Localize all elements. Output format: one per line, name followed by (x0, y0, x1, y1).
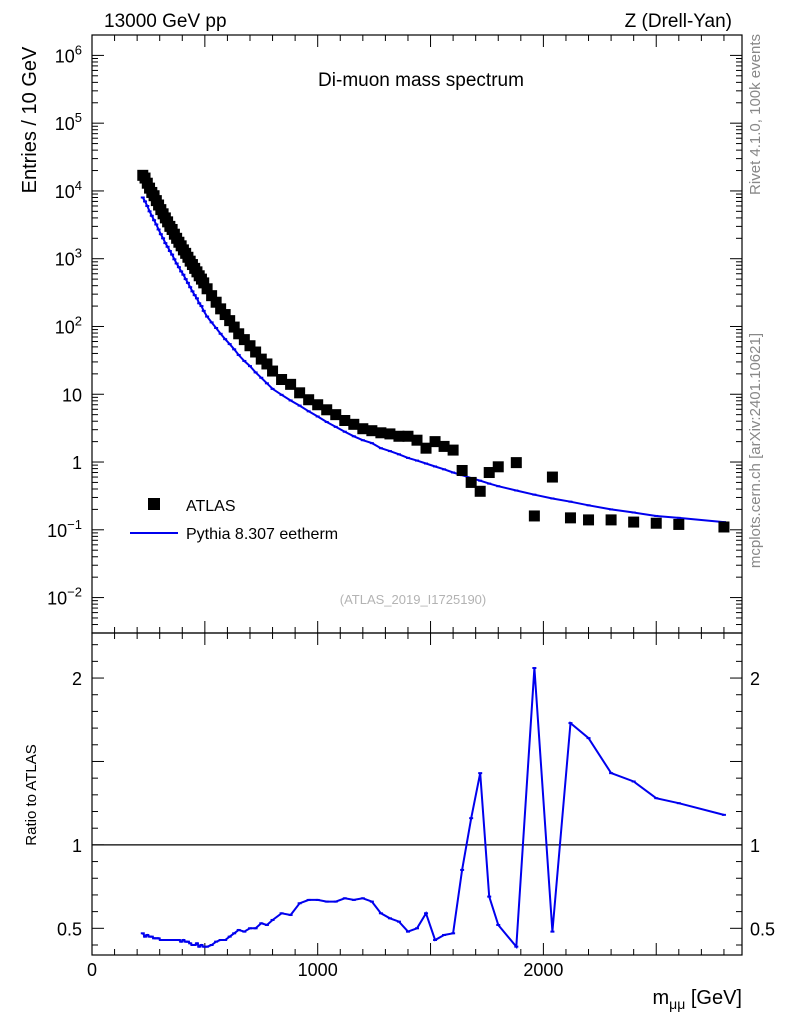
rivet-version-label: Rivet 4.1.0, 100k events (747, 34, 764, 195)
atlas-data-point (420, 442, 432, 454)
atlas-data-point (294, 387, 306, 399)
main-y-tick-label: 103 (55, 246, 82, 270)
analysis-tag-label: (ATLAS_2019_I1725190) (340, 592, 486, 607)
legend-marker-atlas (148, 498, 160, 510)
atlas-data-point (474, 485, 486, 497)
atlas-data-point (384, 428, 396, 440)
main-y-tick-label: 106 (55, 42, 82, 66)
main-y-tick-label: 105 (55, 110, 82, 134)
main-y-tick-label: 104 (55, 178, 82, 202)
ratio-y-tick-label-right: 2 (750, 669, 760, 689)
atlas-data-point (206, 290, 218, 302)
main-y-tick-label: 10−1 (47, 517, 82, 541)
atlas-data-point (628, 516, 640, 528)
atlas-data-point (650, 517, 662, 529)
ratio-plot-frame (91, 632, 743, 956)
ratio-y-axis-label: Ratio to ATLAS (23, 744, 40, 845)
main-y-axis-label: Entries / 10 GeV (19, 46, 41, 193)
ratio-x-tick-label: 1000 (298, 960, 338, 980)
atlas-data-point (312, 399, 324, 411)
atlas-data-point (228, 321, 240, 333)
atlas-data-point (330, 409, 342, 421)
main-y-tick-label: 102 (55, 313, 82, 337)
atlas-data-point (564, 512, 576, 524)
ratio-y-axis-ticks: 0.5 0.5 1 1 2 2 (57, 644, 775, 946)
main-plot-title: Di-muon mass spectrum (318, 70, 524, 91)
atlas-data-point (429, 436, 441, 448)
pythia-series (140, 196, 726, 524)
atlas-data-point (605, 514, 617, 526)
atlas-data-point (238, 334, 250, 346)
main-y-tick-label: 10 (62, 385, 82, 405)
atlas-data-point (402, 430, 414, 442)
atlas-data-point (224, 315, 236, 327)
ratio-x-tick-label: 2000 (523, 960, 563, 980)
ratio-x-tick-label: 0 (87, 960, 97, 980)
atlas-data-point (267, 365, 279, 377)
main-y-tick-label: 10−2 (47, 585, 82, 609)
atlas-data-point (456, 464, 468, 476)
ratio-x-axis-ticks: 0 1000 2000 (87, 633, 725, 980)
atlas-data-point (250, 346, 262, 358)
atlas-data-point (348, 418, 360, 430)
atlas-series (137, 169, 730, 533)
atlas-data-point (321, 404, 333, 416)
atlas-data-point (546, 471, 558, 483)
mcplots-citation-label: mcplots.cern.ch [arXiv:2401.10621] (747, 333, 764, 568)
x-axis-label: mμμ [GeV] (652, 987, 742, 1012)
atlas-data-point (465, 476, 477, 488)
ratio-y-tick-label-right: 1 (750, 836, 760, 856)
atlas-data-point (438, 440, 450, 452)
ratio-y-tick-label: 0.5 (57, 919, 82, 939)
main-plot-panel: Di-muon mass spectrum (ATLAS_2019_I17251… (19, 34, 743, 634)
legend: ATLAS Pythia 8.307 eetherm (130, 498, 338, 543)
atlas-data-point (393, 430, 405, 442)
atlas-data-point (201, 283, 213, 295)
atlas-data-point (673, 518, 685, 530)
atlas-data-point (261, 358, 273, 370)
ratio-line (141, 667, 725, 950)
header-energy-label: 13000 GeV pp (104, 11, 227, 32)
atlas-data-point (510, 457, 522, 469)
legend-label-atlas: ATLAS (186, 498, 236, 515)
header-process-label: Z (Drell-Yan) (625, 11, 732, 32)
ratio-plot-panel: Ratio to ATLAS 0.5 0.5 1 1 2 2 0 1000 2000 (23, 632, 775, 980)
atlas-data-point (276, 374, 288, 386)
atlas-data-point (215, 303, 227, 315)
main-plot-frame (91, 34, 743, 634)
atlas-data-point (583, 514, 595, 526)
atlas-data-point (303, 394, 315, 406)
atlas-data-point (210, 296, 222, 308)
legend-label-pythia: Pythia 8.307 eetherm (186, 526, 338, 543)
atlas-data-point (492, 461, 504, 473)
atlas-data-point (255, 353, 267, 365)
main-y-tick-label: 1 (72, 453, 82, 473)
atlas-data-point (233, 328, 245, 340)
atlas-data-point (718, 521, 730, 533)
atlas-data-point (366, 425, 378, 437)
ratio-y-tick-label: 1 (72, 836, 82, 856)
main-x-axis-ticks (91, 35, 725, 633)
atlas-data-point (483, 467, 495, 479)
ratio-pythia-series (140, 667, 726, 950)
atlas-data-point (411, 434, 423, 446)
atlas-data-point (285, 378, 297, 390)
ratio-y-tick-label-right: 0.5 (750, 919, 775, 939)
ratio-y-tick-label: 2 (72, 669, 82, 689)
pythia-line (141, 197, 724, 524)
atlas-data-point (339, 414, 351, 426)
main-y-axis-ticks: 10−2 10−1 1 10 102 103 104 105 106 (47, 34, 742, 634)
atlas-data-point (528, 510, 540, 522)
atlas-data-point (357, 423, 369, 435)
atlas-data-point (198, 277, 210, 289)
atlas-data-point (375, 427, 387, 439)
atlas-data-point (447, 444, 459, 456)
atlas-data-point (219, 309, 231, 321)
atlas-data-point (244, 340, 256, 352)
